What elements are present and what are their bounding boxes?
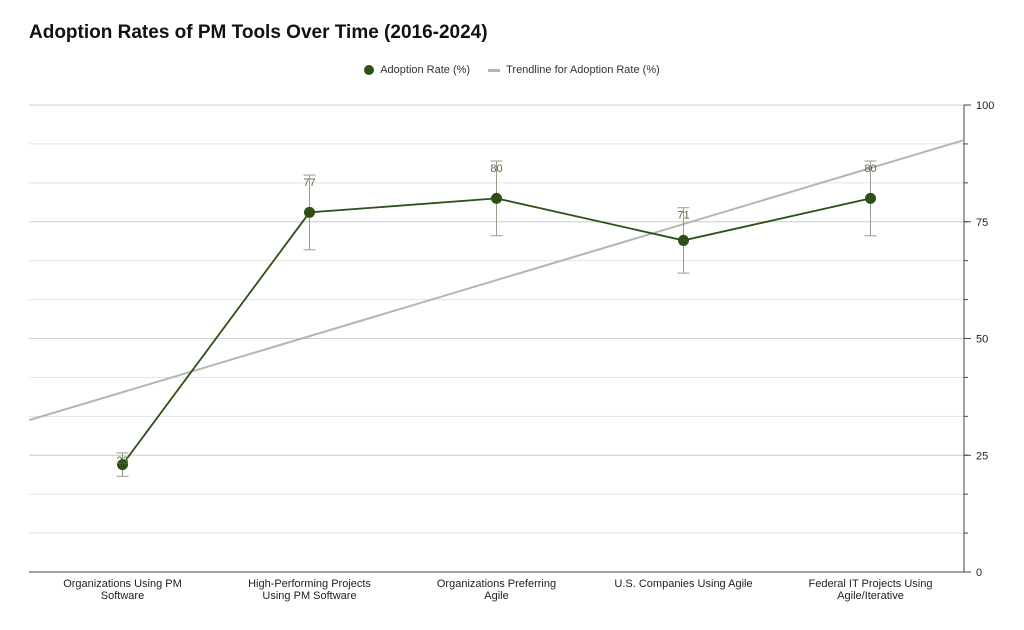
legend-label-adoption-rate: Adoption Rate (%) bbox=[380, 64, 471, 76]
data-point bbox=[117, 459, 128, 471]
series-line-adoption-rate bbox=[121, 197, 871, 466]
legend-item-adoption-rate[interactable]: Adoption Rate (%) bbox=[364, 64, 470, 76]
x-tick-label: Organizations Preferring Agile bbox=[437, 578, 556, 602]
legend-marker-adoption-rate bbox=[364, 65, 375, 75]
legend-label-trendline: Trendline for Adoption Rate (%) bbox=[506, 64, 660, 76]
y-tick-label: 25 bbox=[976, 450, 988, 462]
x-tick-label: Organizations Using PM Software bbox=[63, 578, 182, 602]
data-point bbox=[865, 192, 876, 204]
data-point bbox=[678, 234, 689, 246]
chart-title: Adoption Rates of PM Tools Over Time (20… bbox=[29, 22, 488, 43]
data-label: 77 bbox=[303, 177, 315, 189]
y-tick-label: 75 bbox=[976, 217, 988, 229]
chart-legend: Adoption Rate (%) Trendline for Adoption… bbox=[0, 64, 1024, 76]
x-tick-label: High-Performing Projects Using PM Softwar… bbox=[248, 578, 371, 602]
x-tick-label: Federal IT Projects Using Agile/Iterative bbox=[809, 578, 933, 602]
data-label: 71 bbox=[677, 210, 689, 222]
y-tick-label: 0 bbox=[976, 567, 982, 579]
data-label: 23 bbox=[116, 455, 128, 467]
data-point bbox=[304, 206, 315, 218]
data-label: 80 bbox=[864, 163, 876, 175]
y-tick-label: 100 bbox=[976, 100, 994, 112]
legend-item-trendline[interactable]: Trendline for Adoption Rate (%) bbox=[488, 64, 660, 76]
legend-marker-trendline bbox=[488, 68, 501, 72]
y-tick-label: 50 bbox=[976, 334, 988, 346]
data-point bbox=[491, 192, 502, 204]
x-tick-label: U.S. Companies Using Agile bbox=[614, 578, 752, 590]
trendline bbox=[29, 139, 964, 422]
data-label: 80 bbox=[490, 163, 502, 175]
